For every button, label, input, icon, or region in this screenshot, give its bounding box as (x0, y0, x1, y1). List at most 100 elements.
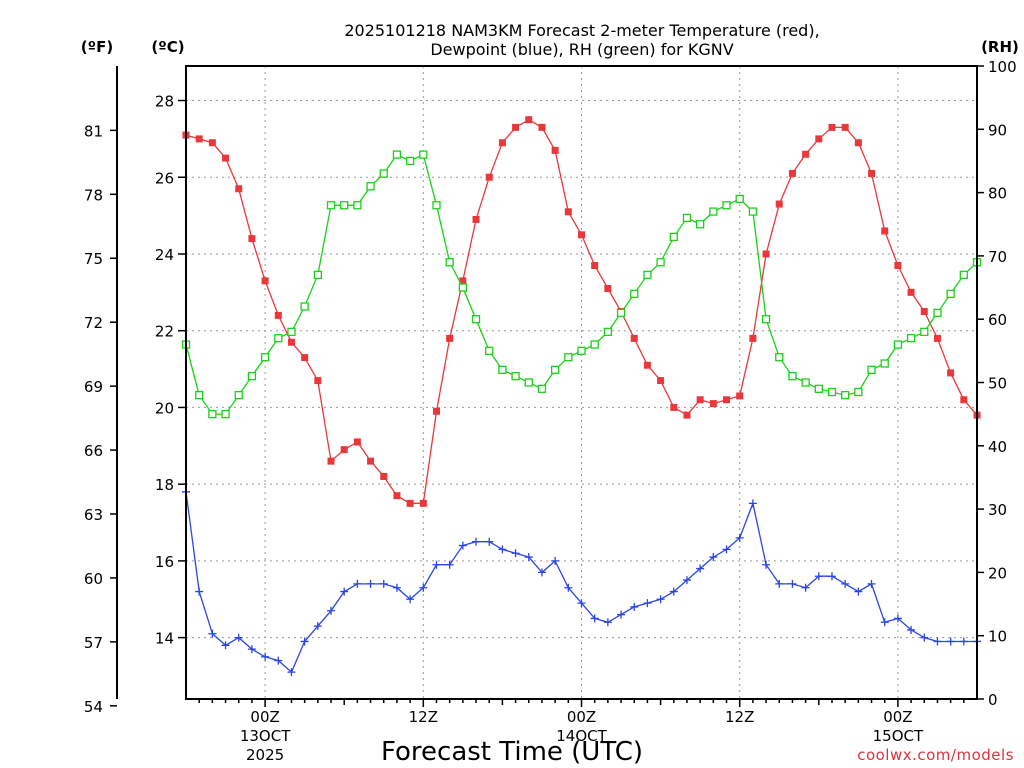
2-meter-temperature-point (340, 446, 348, 454)
dewpoint-point (564, 583, 573, 592)
rh-point (722, 201, 731, 210)
rh-point (405, 156, 415, 166)
rh-point (814, 384, 823, 393)
rh-point (340, 201, 349, 210)
time-tick-label-hour: 00Z (883, 708, 912, 726)
time-tick-label-date: 14OCT (556, 727, 607, 745)
dewpoint-point (445, 560, 454, 569)
2-meter-temperature-point (868, 169, 876, 177)
dewpoint-point (577, 599, 586, 608)
dewpoint-point (682, 576, 691, 585)
time-tick-label-hour: 00Z (250, 708, 279, 726)
celsius-tick-label: 18 (155, 476, 174, 494)
2-meter-temperature-point (248, 235, 256, 243)
rh-point (630, 289, 639, 299)
dewpoint-point (247, 645, 256, 654)
rh-tick-label: 10 (988, 628, 1007, 646)
2-meter-temperature-point (498, 139, 506, 147)
2-meter-temperature-point (538, 123, 546, 131)
rh-tick-label: 40 (988, 438, 1007, 456)
2-meter-temperature-point (525, 116, 533, 124)
x-axis-title: Forecast Time (UTC) (381, 737, 643, 767)
dewpoint-point (814, 572, 823, 581)
rh-point (933, 308, 942, 318)
dewpoint-point (287, 668, 296, 677)
fahrenheit-tick-label: 75 (84, 250, 103, 268)
2-meter-temperature-point (920, 308, 928, 316)
2-meter-temperature-point (208, 139, 216, 147)
dewpoint-point (907, 625, 916, 634)
rh-point (775, 353, 784, 362)
dewpoint-point (432, 560, 441, 569)
fahrenheit-axis: 54 57 60 63 66 69 72 75 78 81 (84, 122, 117, 716)
dewpoint-point (880, 618, 889, 627)
dewpoint-point (841, 579, 850, 588)
rh-point (590, 340, 599, 349)
dewpoint-point (313, 622, 322, 631)
2-meter-temperature-point (630, 334, 638, 342)
fahrenheit-tick-label: 81 (84, 122, 103, 140)
rh-point (959, 270, 968, 280)
dewpoint-point (801, 583, 810, 592)
celsius-tick-label: 16 (155, 553, 174, 571)
rh-series (181, 150, 982, 419)
2-meter-temperature-point (432, 407, 440, 415)
dewpoint-point (195, 587, 204, 596)
rh-point (867, 365, 876, 374)
rh-tick-label: 100 (988, 58, 1017, 76)
2-meter-temperature-point (472, 215, 480, 223)
time-tick-label-hour: 12Z (409, 708, 438, 726)
dewpoint-point (867, 579, 876, 588)
2-meter-temperature-point (314, 377, 322, 385)
dewpoint-point (274, 656, 283, 665)
time-tick-label-hour: 00Z (567, 708, 596, 726)
time-tick-label-hour: 12Z (725, 708, 754, 726)
dewpoint-point (669, 587, 678, 596)
2-meter-temperature-point (235, 185, 243, 193)
rh-tick-label: 20 (988, 564, 1007, 582)
2-meter-temperature-point (301, 354, 309, 362)
2-meter-temperature-point (709, 400, 717, 408)
rh-point (761, 315, 771, 324)
rh-point (841, 391, 850, 400)
rh-point (247, 372, 257, 381)
rh-point (550, 365, 560, 374)
rh-point (221, 409, 230, 419)
2-meter-temperature-point (802, 150, 810, 158)
dewpoint-point (261, 652, 270, 661)
2-meter-temperature-point (643, 361, 651, 369)
2-meter-temperature-point (933, 334, 941, 342)
rh-point (260, 353, 270, 362)
celsius-tick-label: 14 (155, 630, 174, 648)
celsius-unit-label: (ºC) (151, 38, 184, 56)
dewpoint-point (458, 541, 467, 550)
2-meter-temperature-point (696, 396, 704, 404)
rh-point (419, 150, 428, 159)
2-meter-temperature-point (419, 499, 427, 507)
2-meter-temperature-point (578, 231, 585, 239)
fahrenheit-unit-label: (ºF) (81, 38, 113, 56)
rh-point (485, 346, 494, 356)
2-meter-temperature-point (657, 377, 665, 385)
rh-point (906, 334, 916, 343)
rh-point (498, 365, 507, 374)
2-meter-temperature-point (367, 457, 375, 465)
rh-point (893, 340, 903, 349)
fahrenheit-tick-label: 72 (84, 314, 103, 332)
rh-point (195, 391, 204, 400)
rh-point (524, 378, 533, 387)
dewpoint-point (551, 556, 560, 565)
rh-point (432, 201, 441, 210)
credit-text: coolwx.com/models (857, 746, 1014, 764)
rh-unit-label: (RH) (981, 38, 1019, 56)
rh-point (445, 258, 454, 267)
dewpoint-point (748, 499, 757, 508)
dewpoint-point (603, 618, 612, 627)
dewpoint-point (300, 637, 309, 646)
rh-point (458, 283, 468, 292)
rh-point (682, 213, 692, 223)
rh-tick-label: 70 (988, 248, 1007, 266)
rh-point (392, 150, 402, 159)
